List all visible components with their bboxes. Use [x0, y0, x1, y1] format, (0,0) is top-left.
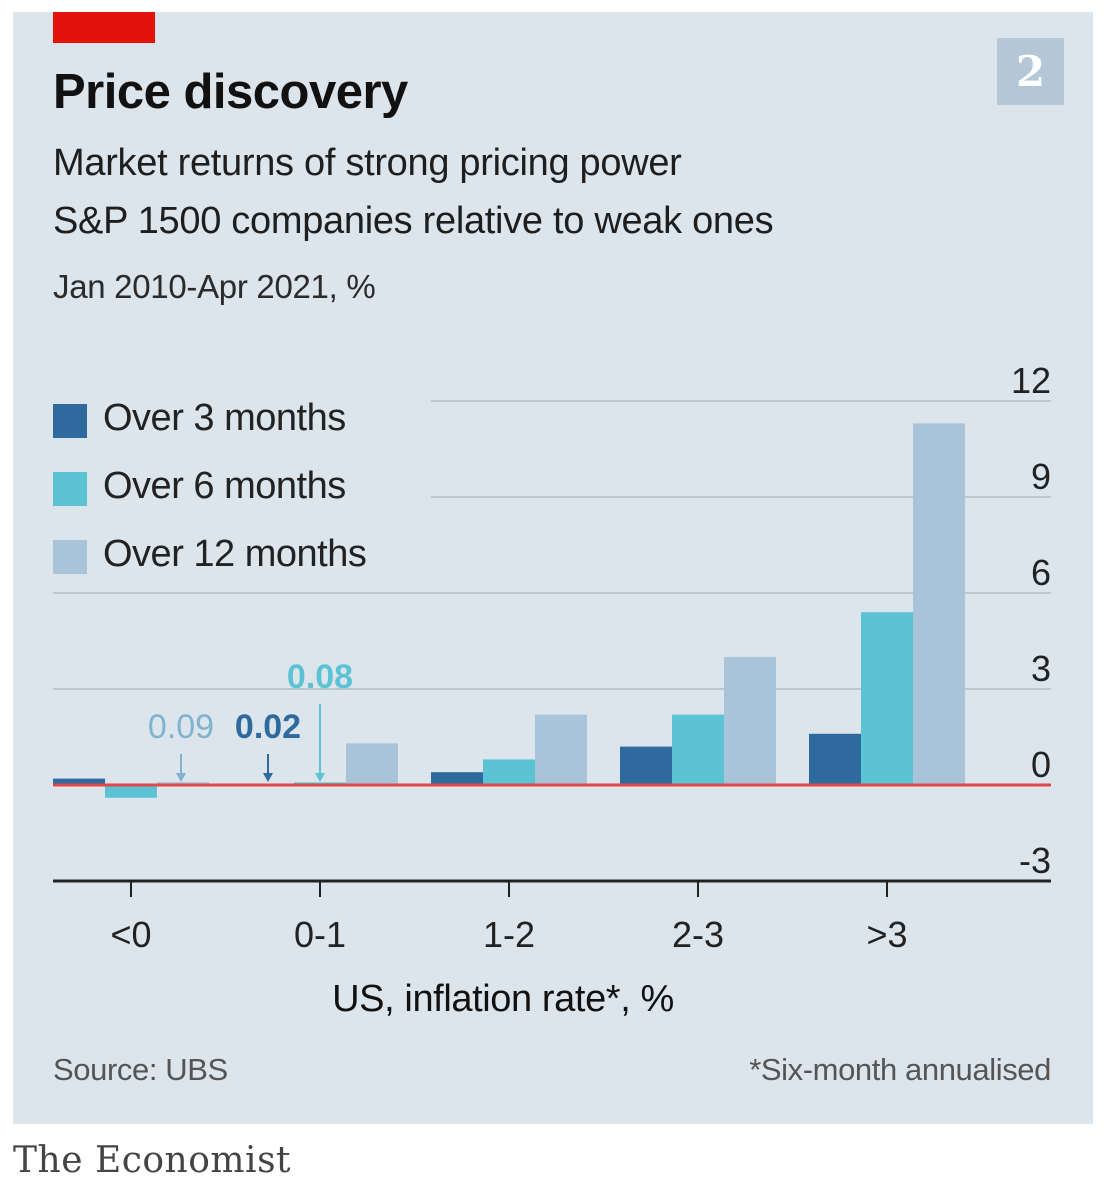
x-tick-label: 2-3	[672, 914, 724, 955]
bar	[809, 733, 861, 785]
chart-period: Jan 2010-Apr 2021, %	[53, 268, 376, 305]
chart-subtitle-line-2: S&P 1500 companies relative to weak ones	[53, 200, 774, 242]
brand-tag	[53, 12, 155, 43]
annotation-0-09-arrowhead	[176, 773, 186, 782]
annotation-0-08-label: 0.08	[287, 658, 353, 696]
legend-label-12-months: Over 12 months	[103, 533, 367, 575]
y-tick-label: 6	[1031, 552, 1051, 593]
y-tick-label: -3	[1019, 840, 1051, 881]
legend-swatch-3-months	[53, 404, 87, 438]
bar	[913, 423, 965, 785]
y-tick-label: 9	[1031, 456, 1051, 497]
x-tick-label: <0	[110, 914, 151, 955]
chart-number-badge: 2	[997, 38, 1064, 105]
y-tick-label: 3	[1031, 648, 1051, 689]
annotation-0-08-arrowhead	[315, 773, 325, 782]
economist-logo: The Economist	[13, 1140, 292, 1181]
x-tick-label: >3	[866, 914, 907, 955]
x-axis-title: US, inflation rate*, %	[332, 978, 674, 1020]
legend-swatch-6-months	[53, 472, 87, 506]
bar	[483, 759, 535, 785]
bar	[620, 746, 672, 785]
bar	[431, 772, 483, 785]
legend-label-6-months: Over 6 months	[103, 465, 346, 507]
annotation-0-02-label: 0.02	[235, 708, 301, 746]
bar	[724, 657, 776, 785]
bar	[53, 778, 105, 785]
source-note: Source: UBS	[53, 1052, 228, 1087]
y-tick-label: 0	[1031, 744, 1051, 785]
bar-chart-plot: -3 0 3 6 9 12 <0 0-1 1-2 2-3 >3 0.09 0.02 0.08	[53, 360, 1051, 955]
chart-title: Price discovery	[53, 65, 408, 119]
chart-subtitle-line-1: Market returns of strong pricing power	[53, 142, 682, 184]
chart-panel: 2 Price discovery Market returns of stro…	[13, 12, 1093, 1124]
bar	[861, 612, 913, 785]
legend-swatch-12-months	[53, 540, 87, 574]
annotation-0-02-arrowhead	[263, 773, 273, 782]
bar	[105, 785, 157, 798]
bar	[346, 743, 398, 785]
bar	[535, 714, 587, 785]
bar	[672, 714, 724, 785]
footnote: *Six-month annualised	[749, 1052, 1051, 1087]
x-tick-label: 0-1	[294, 914, 346, 955]
legend-label-3-months: Over 3 months	[103, 397, 346, 439]
y-tick-label: 12	[1011, 360, 1051, 401]
annotation-0-09-label: 0.09	[148, 708, 214, 746]
x-tick-label: 1-2	[483, 914, 535, 955]
